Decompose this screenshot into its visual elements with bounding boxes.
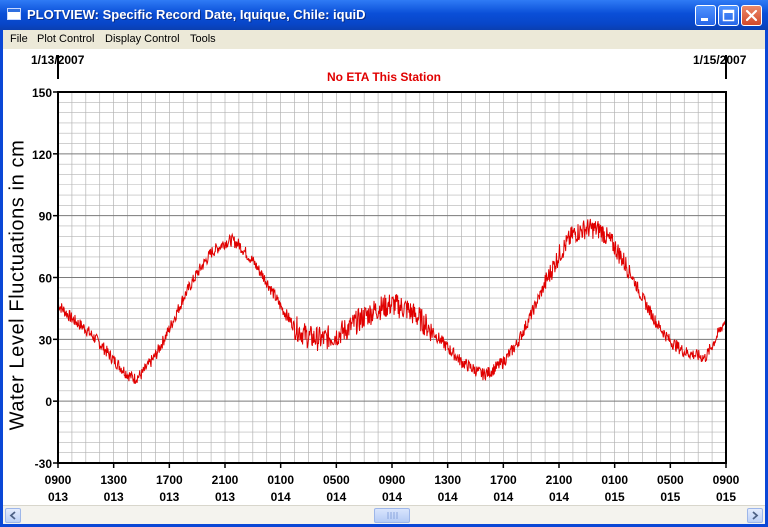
x-tick-label-time: 1300 <box>434 473 461 487</box>
x-tick-label-time: 0500 <box>657 473 684 487</box>
x-tick-label-day: 014 <box>493 490 513 504</box>
x-tick-label-day: 014 <box>326 490 346 504</box>
scroll-right-button[interactable] <box>747 508 763 523</box>
end-date-label: 1/15/2007 <box>693 53 747 67</box>
y-tick-label: 0 <box>45 395 52 409</box>
title-bar[interactable]: PLOTVIEW: Specific Record Date, Iquique,… <box>0 0 768 30</box>
plot-area: 1/13/2007 1/15/2007 No ETA This Station … <box>3 49 765 505</box>
maximize-button[interactable] <box>718 5 739 26</box>
y-tick-label: 120 <box>32 148 52 162</box>
plot-frame <box>57 91 727 464</box>
close-button[interactable] <box>741 5 762 26</box>
x-tick-label-time: 0900 <box>379 473 406 487</box>
grip-icon <box>387 512 398 519</box>
x-tick-label-time: 0900 <box>45 473 72 487</box>
x-tick-label-time: 0900 <box>713 473 740 487</box>
y-tick-label: 150 <box>32 86 52 100</box>
minimize-icon <box>701 18 708 21</box>
close-icon <box>745 9 758 22</box>
scroll-right-arrow-icon <box>752 511 759 520</box>
x-tick-label-day: 013 <box>159 490 179 504</box>
x-tick-label-day: 014 <box>549 490 569 504</box>
chart-title: No ETA This Station <box>327 70 441 84</box>
x-tick-label-day: 013 <box>104 490 124 504</box>
water-level-chart: -30 0 30 60 90 120 150 0900 013 1300 013 1700 013 21… <box>32 55 740 504</box>
menu-tools[interactable]: Tools <box>190 33 216 45</box>
water-level-series-line <box>57 218 727 384</box>
x-tick-label-time: 0100 <box>601 473 628 487</box>
scroll-thumb[interactable] <box>374 508 410 523</box>
x-tick-label-time: 2100 <box>546 473 573 487</box>
x-tick-label-day: 013 <box>215 490 235 504</box>
x-tick-label-day: 015 <box>660 490 680 504</box>
app-icon[interactable] <box>7 8 21 20</box>
y-tick-label: 60 <box>39 272 53 286</box>
x-tick-label-time: 1700 <box>156 473 183 487</box>
x-tick-label-time: 1700 <box>490 473 517 487</box>
menu-display-control[interactable]: Display Control <box>105 33 180 45</box>
x-tick-label-day: 013 <box>48 490 68 504</box>
window-title: PLOTVIEW: Specific Record Date, Iquique,… <box>27 7 366 22</box>
menu-file[interactable]: File <box>10 33 28 45</box>
x-tick-label-day: 014 <box>382 490 402 504</box>
horizontal-scrollbar[interactable] <box>3 505 765 524</box>
x-tick-label-day: 014 <box>271 490 291 504</box>
x-tick-label-time: 1300 <box>100 473 127 487</box>
minimize-button[interactable] <box>695 5 716 26</box>
menu-plot-control[interactable]: Plot Control <box>37 33 95 45</box>
maximize-icon <box>722 9 735 22</box>
x-tick-label-day: 015 <box>716 490 736 504</box>
x-tick-label-day: 014 <box>438 490 458 504</box>
x-tick-label-day: 015 <box>605 490 625 504</box>
scroll-left-button[interactable] <box>5 508 21 523</box>
x-tick-label-time: 2100 <box>212 473 239 487</box>
y-tick-label: 30 <box>39 333 53 347</box>
scroll-left-arrow-icon <box>9 511 16 520</box>
menu-bar: File Plot Control Display Control Tools <box>3 30 765 49</box>
x-tick-label-time: 0500 <box>323 473 350 487</box>
x-tick-label-time: 0100 <box>267 473 294 487</box>
y-tick-label: -30 <box>35 457 53 471</box>
y-tick-label: 90 <box>39 210 53 224</box>
